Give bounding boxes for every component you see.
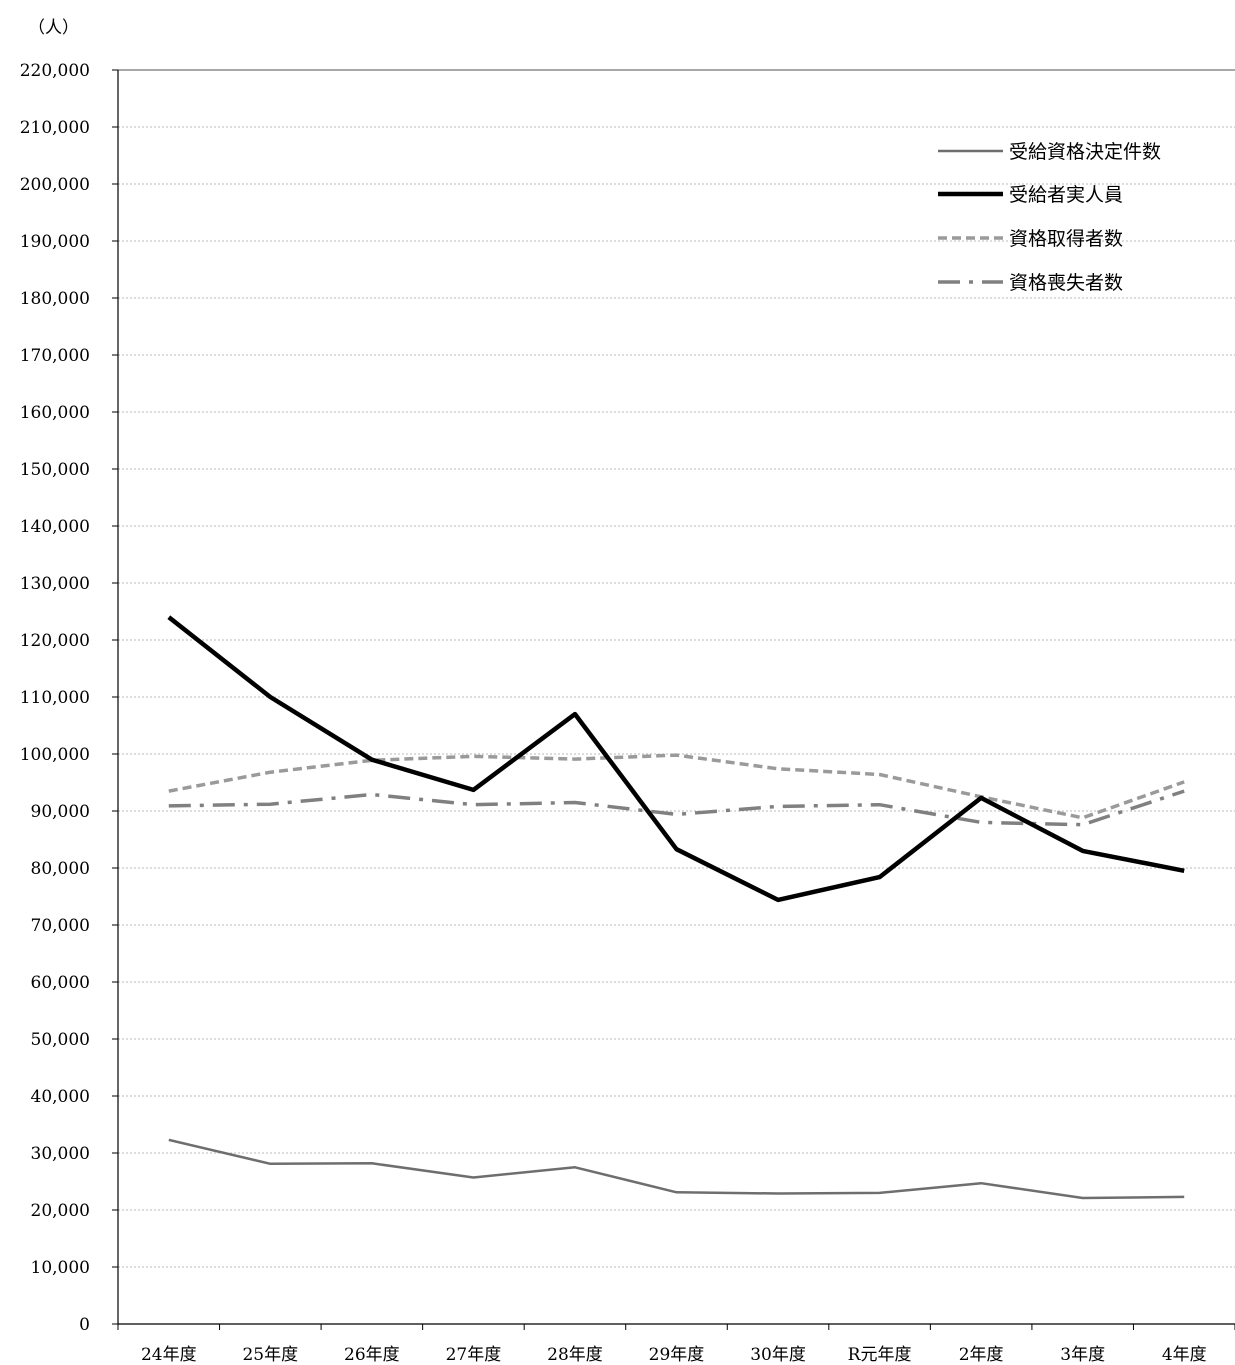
x-tick-label: 4年度 [1162,1345,1207,1365]
y-tick-label: 150,000 [20,460,90,480]
y-tick-label: 80,000 [31,859,90,879]
y-tick-label: 10,000 [31,1258,90,1278]
x-tick-label: 28年度 [547,1345,603,1365]
y-tick-label: 190,000 [20,232,90,252]
y-tick-label: 210,000 [20,118,90,138]
y-tick-label: 120,000 [20,631,90,651]
y-axis-unit-label: （人） [28,18,79,38]
series-line-3 [168,753,1185,820]
x-tick-label: 27年度 [446,1345,502,1365]
y-tick-label: 0 [79,1315,90,1335]
x-tick-label: R元年度 [848,1345,912,1365]
legend-label-3: 資格取得者数 [1009,228,1123,250]
y-tick-label: 170,000 [20,346,90,366]
series-line-2 [167,615,1185,903]
y-tick-label: 60,000 [31,973,90,993]
y-tick-label: 180,000 [20,289,90,309]
x-tick-label: 30年度 [750,1345,806,1365]
y-tick-label: 40,000 [31,1087,90,1107]
y-tick-label: 50,000 [31,1030,90,1050]
legend-label-2: 受給者実人員 [1009,184,1123,206]
x-tick-label: 3年度 [1060,1345,1105,1365]
x-tick-label: 26年度 [344,1345,400,1365]
y-tick-label: 90,000 [31,802,90,822]
legend-label-1: 受給資格決定件数 [1009,141,1161,163]
y-tick-label: 220,000 [20,61,90,81]
grid-lines [118,126,1235,1268]
y-tick-label: 160,000 [20,403,90,423]
x-tick-labels: 24年度 25年度 26年度 27年度 28年度 29年度 30年度 R元年度 2年度 3年度 4年… [141,1345,1207,1365]
y-tick-label: 70,000 [31,916,90,936]
y-tick-label: 140,000 [20,517,90,537]
series-line-4 [168,789,1185,827]
axes [112,69,1235,1330]
y-tick-label: 200,000 [20,175,90,195]
y-tick-labels: 0 10,000 20,000 30,000 40,000 50,000 60,000 70,… [20,61,90,1335]
legend-label-4: 資格喪失者数 [1009,272,1123,294]
y-tick-label: 110,000 [20,688,90,708]
x-tick-label: 25年度 [242,1345,298,1365]
x-tick-label: 2年度 [959,1345,1004,1365]
y-tick-label: 130,000 [20,574,90,594]
y-tick-label: 30,000 [31,1144,90,1164]
y-tick-label: 100,000 [20,745,90,765]
x-tick-label: 24年度 [141,1345,197,1365]
y-tick-label: 20,000 [31,1201,90,1221]
x-tick-label: 29年度 [649,1345,705,1365]
series-lines [167,615,1185,1200]
series-line-1 [168,1138,1185,1200]
